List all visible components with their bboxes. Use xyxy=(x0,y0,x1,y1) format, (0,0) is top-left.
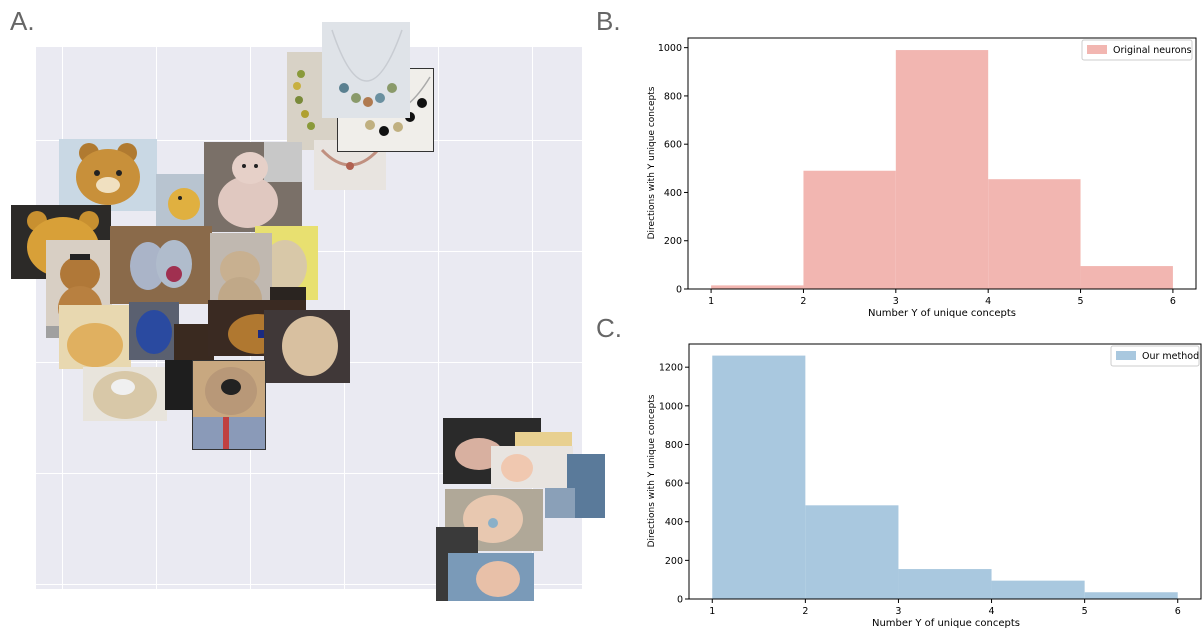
x-tick-label: 2 xyxy=(800,296,806,307)
y-tick-label: 800 xyxy=(664,91,682,102)
y-tick-label: 200 xyxy=(664,236,682,247)
teddy-bear-thumbnail xyxy=(59,139,157,211)
teddy-bear-thumbnail xyxy=(165,360,195,410)
plot-frame xyxy=(688,343,1202,600)
histogram-bar xyxy=(712,355,806,599)
legend: Our method xyxy=(1110,345,1200,367)
bars xyxy=(711,50,1173,289)
x-tick-label: 1 xyxy=(708,296,714,307)
y-tick-label: 0 xyxy=(677,595,683,606)
legend-label: Original neurons xyxy=(1113,45,1192,56)
y-ticks: 0 200 400 600 800 1000 xyxy=(658,43,688,296)
x-axis-label: Number Y of unique concepts xyxy=(868,308,1016,319)
teddy-bear-thumbnail xyxy=(129,302,179,360)
x-tick-label: 5 xyxy=(1078,296,1084,307)
x-axis-label: Number Y of unique concepts xyxy=(872,618,1020,628)
teddy-bear-thumbnail xyxy=(83,367,167,421)
x-tick-label: 3 xyxy=(893,296,899,307)
panel-label-c: C. xyxy=(596,313,622,343)
baby-thumbnail xyxy=(491,446,573,488)
y-tick-label: 1000 xyxy=(658,43,682,54)
y-tick-label: 800 xyxy=(665,440,683,451)
histogram-bar xyxy=(898,569,992,599)
legend-frame xyxy=(1081,39,1193,61)
panel-label-b: B. xyxy=(596,6,621,36)
histogram-bar xyxy=(805,505,899,599)
histogram-bar xyxy=(1084,592,1178,599)
histogram-bar xyxy=(895,50,989,289)
y-tick-label: 200 xyxy=(665,556,683,567)
histogram-original-neurons: 0 200 400 600 800 1000 1 2 3 4 5 6 Number Y of uni… xyxy=(647,37,1197,319)
x-tick-label: 4 xyxy=(985,296,991,307)
x-tick-label: 5 xyxy=(1082,606,1088,617)
legend-swatch xyxy=(1116,351,1136,360)
histogram-bar xyxy=(991,580,1085,599)
histogram-our-method: 0 200 400 600 800 1000 1200 1 2 3 4 5 6 Number Y of… xyxy=(647,343,1202,628)
teddy-bear-thumbnail xyxy=(59,305,131,369)
teddy-bear-thumbnail xyxy=(264,310,350,383)
teddy-bear-thumbnail xyxy=(174,324,214,360)
x-tick-label: 1 xyxy=(709,606,715,617)
legend-label: Our method xyxy=(1142,351,1199,362)
legend: Original neurons xyxy=(1081,39,1193,61)
plot-frame xyxy=(687,37,1197,290)
baby-thumbnail xyxy=(448,553,534,601)
y-tick-label: 400 xyxy=(664,188,682,199)
x-tick-label: 6 xyxy=(1175,606,1181,617)
histogram-bar xyxy=(988,179,1081,289)
y-tick-label: 400 xyxy=(665,517,683,528)
necklace-thumbnail xyxy=(322,22,410,118)
panel-label-a: A. xyxy=(10,6,35,36)
y-axis-label: Directions with Y unique concepts xyxy=(647,394,657,547)
teddy-bear-thumbnail xyxy=(110,226,212,304)
histogram-bar xyxy=(803,170,896,289)
bars xyxy=(712,355,1178,599)
histogram-bar xyxy=(711,285,804,289)
y-tick-label: 600 xyxy=(665,479,683,490)
histogram-bar xyxy=(1080,266,1173,289)
y-tick-label: 1000 xyxy=(659,401,683,412)
y-tick-label: 600 xyxy=(664,140,682,151)
x-tick-label: 2 xyxy=(802,606,808,617)
legend-swatch xyxy=(1087,45,1107,54)
y-tick-label: 1200 xyxy=(659,363,683,374)
teddy-bear-thumbnail xyxy=(204,142,302,232)
x-ticks: 1 2 3 4 5 6 xyxy=(709,599,1181,617)
y-ticks: 0 200 400 600 800 1000 1200 xyxy=(659,363,689,606)
teddy-bear-thumbnail xyxy=(156,174,208,226)
x-ticks: 1 2 3 4 5 6 xyxy=(708,289,1176,307)
x-tick-label: 3 xyxy=(895,606,901,617)
x-tick-label: 4 xyxy=(989,606,995,617)
teddy-bear-thumbnail xyxy=(192,360,266,450)
baby-thumbnail xyxy=(545,488,575,518)
x-tick-label: 6 xyxy=(1170,296,1176,307)
y-axis-label: Directions with Y unique concepts xyxy=(647,86,657,239)
y-tick-label: 0 xyxy=(676,285,682,296)
